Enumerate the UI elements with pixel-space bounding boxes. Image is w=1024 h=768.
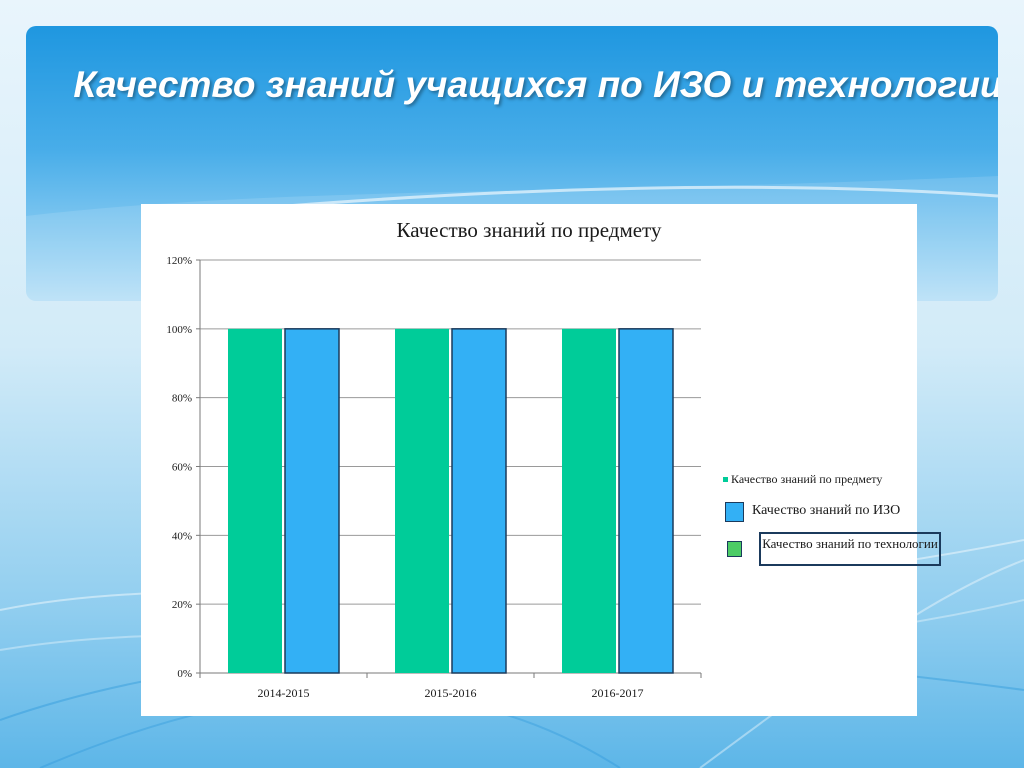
y-tick-label: 100% <box>166 324 192 336</box>
y-tick-label: 60% <box>172 462 192 474</box>
slide-title: Качество знаний учащихся по ИЗО и технол… <box>73 64 998 105</box>
y-tick-label: 40% <box>172 530 192 542</box>
bar-chart: 0% 20% 40% 60% 80% 100% 120% 2014-2015 2015-2016… <box>166 255 702 700</box>
legend-swatch-technology <box>727 541 742 557</box>
x-tick-label: 2016-2017 <box>592 686 644 700</box>
chart-title: Качество знаний по предмету <box>396 218 662 242</box>
bar-subject-2015-2016 <box>395 328 449 673</box>
y-tick-label: 120% <box>166 255 192 267</box>
x-tick-label: 2015-2016 <box>425 686 477 700</box>
y-tick-label: 20% <box>172 599 192 611</box>
bar-izo-2016-2017 <box>618 328 674 674</box>
legend-label-izo: Качество знаний по ИЗО <box>752 503 901 518</box>
bar-izo-2015-2016 <box>451 328 507 674</box>
y-tick-label: 0% <box>177 668 192 680</box>
bar-izo-2014-2015 <box>284 328 340 674</box>
legend-swatch-subject <box>723 477 728 482</box>
bar-subject-2014-2015 <box>228 328 282 673</box>
y-tick-label: 80% <box>172 393 192 405</box>
bar-subject-2016-2017 <box>562 328 616 673</box>
chart-panel: 0% 20% 40% 60% 80% 100% 120% 2014-2015 2015-2016… <box>141 204 941 716</box>
legend-label-subject: Качество знаний по предмету <box>731 472 883 486</box>
legend-label-technology: Качество знаний по технологии <box>759 532 941 566</box>
x-tick-label: 2014-2015 <box>258 686 310 700</box>
legend-swatch-izo <box>725 502 744 522</box>
